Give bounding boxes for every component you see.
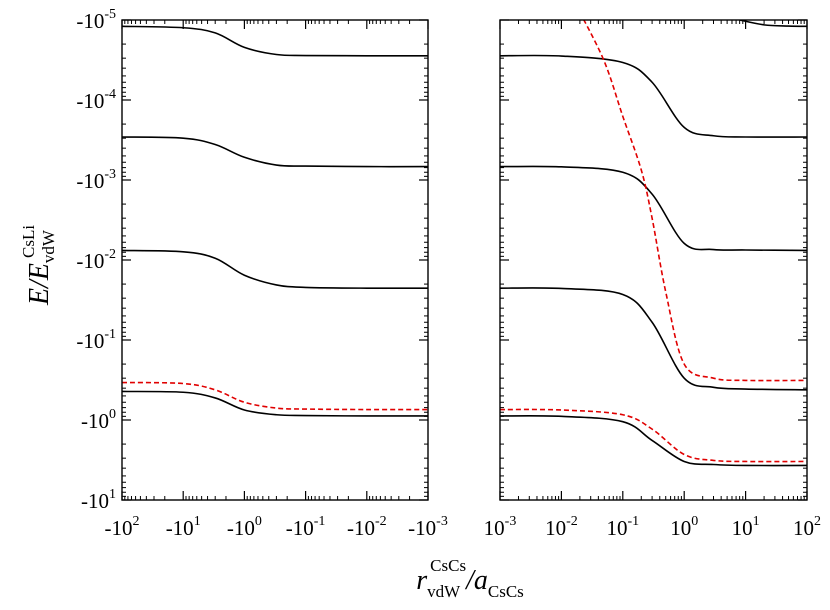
x-tick-label: 100: [670, 514, 698, 540]
x-axis-label-r-sup: CsCs: [430, 556, 466, 575]
x-tick-label: 102: [793, 514, 821, 540]
solid-series-line: [122, 25, 428, 57]
y-tick-label: -10-1: [76, 327, 116, 353]
y-tick-label: -10-5: [76, 7, 116, 33]
x-axis-label-a: /a: [464, 565, 488, 596]
dashed-series-line: [583, 20, 807, 382]
svg-text:rvdWCsCs/aCsCs: rvdW CsCs/aCsCs: [416, 556, 524, 601]
series-group: [122, 25, 428, 417]
y-axis-label-main: E/E: [24, 263, 55, 306]
plots: -102 -101 -100 -10-1 -10-2 -10-3-10-5-10-4-10…: [76, 7, 821, 540]
dashed-series-line: [122, 381, 428, 411]
x-tick-label: 101: [732, 514, 760, 540]
y-tick-label: -10-3: [76, 167, 116, 193]
x-tick-label: -101: [166, 514, 201, 540]
y-axis-label: E/EvdWCsLi: [19, 225, 58, 306]
solid-series-line: [122, 249, 428, 290]
y-axis-label-sup: CsLi: [19, 225, 38, 258]
y-tick-label: -10-2: [76, 247, 116, 273]
y-tick-label: -101: [81, 487, 116, 513]
x-axis-label-a-sub: CsCs: [488, 582, 524, 601]
y-axis-label-sub: vdW: [39, 229, 58, 263]
solid-series-line: [739, 20, 807, 28]
x-tick-label: 10-2: [545, 514, 578, 540]
x-tick-label: -10-3: [408, 514, 448, 540]
x-tick-label: -102: [105, 514, 140, 540]
solid-series-line: [500, 287, 807, 391]
solid-series-line: [122, 136, 428, 168]
x-tick-label: 10-1: [606, 514, 639, 540]
solid-series-line: [500, 165, 807, 252]
x-tick-label: -10-2: [347, 514, 387, 540]
plot-frame: [121, 19, 429, 501]
panel-left: -102 -101 -100 -10-1 -10-2 -10-3-10-5-10-4-10…: [76, 7, 448, 540]
series-group: [500, 20, 807, 467]
x-axis-label-r-sub: vdW: [427, 582, 461, 601]
solid-series-line: [500, 415, 807, 467]
y-tick-label: -10-4: [76, 87, 116, 113]
panel-right: 10-3 10-2 10-1 100 101 102: [484, 19, 821, 540]
x-tick-label: -100: [227, 514, 262, 540]
svg-text:E/EvdWCsLi: E/EvdWCsLi: [19, 225, 58, 306]
x-axis-label-r: r: [416, 565, 427, 596]
x-tick-label: -10-1: [286, 514, 326, 540]
y-tick-label: -100: [81, 407, 116, 433]
x-axis-label: rvdW CsCs/aCsCs: [416, 556, 524, 601]
solid-series-line: [500, 54, 807, 138]
solid-series-line: [122, 390, 428, 417]
dashed-series-line: [500, 408, 807, 463]
x-tick-label: 10-3: [484, 514, 517, 540]
plot-frame: [499, 19, 808, 501]
